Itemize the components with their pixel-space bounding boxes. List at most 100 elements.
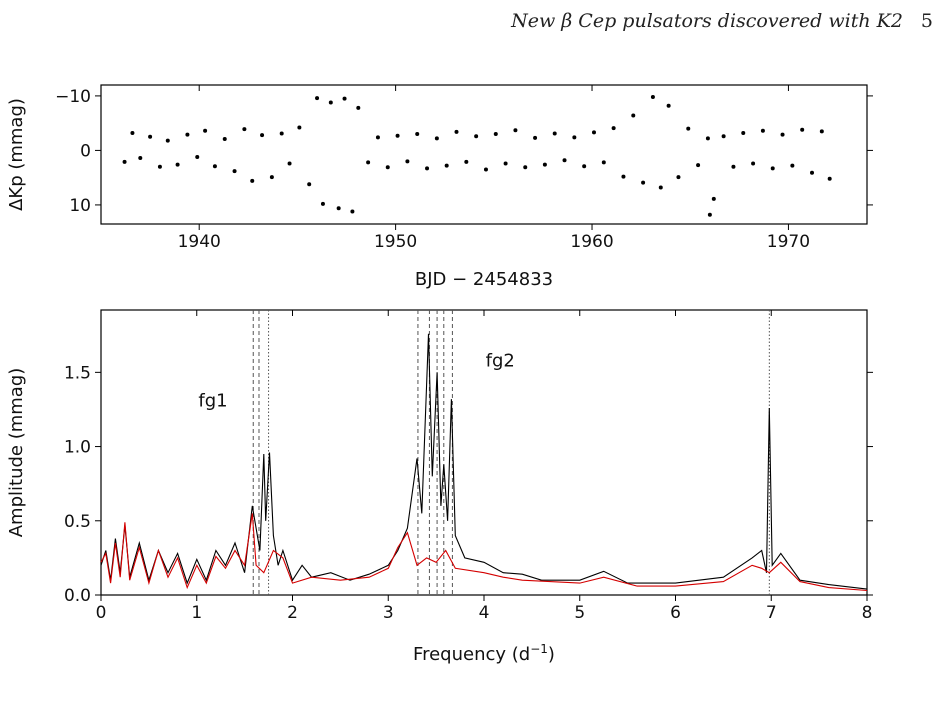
data-point — [800, 127, 805, 132]
data-point — [157, 164, 162, 169]
x-tick-label: 8 — [862, 603, 873, 623]
data-point — [279, 131, 284, 136]
data-point — [434, 136, 439, 141]
data-point — [122, 159, 127, 164]
data-point — [395, 133, 400, 138]
data-point — [810, 170, 815, 175]
data-point — [533, 135, 538, 140]
y-axis-label: ΔKp (mmag) — [6, 98, 27, 211]
data-point — [415, 132, 420, 137]
data-point — [250, 178, 255, 183]
annotation-label: fg1 — [198, 390, 227, 411]
data-point — [658, 185, 663, 190]
data-point — [444, 163, 449, 168]
data-point — [790, 163, 795, 168]
data-point — [591, 130, 596, 135]
data-point — [222, 136, 227, 141]
data-point — [287, 161, 292, 166]
data-point — [666, 103, 671, 108]
data-point — [474, 134, 479, 139]
data-point — [336, 206, 341, 211]
data-point — [366, 160, 371, 165]
data-point — [212, 164, 217, 169]
plot-frame — [100, 84, 868, 225]
data-point — [751, 161, 756, 166]
data-point — [676, 175, 681, 180]
data-point — [425, 166, 430, 171]
data-point — [641, 180, 646, 185]
lightcurve-chart: 1940 1950 1960 1970 −10 0 10 BJD − 2454833 ΔKp (… — [6, 84, 873, 290]
x-tick-label: 6 — [670, 603, 681, 623]
running-head: New β Cep pulsators discovered with K2 5 — [511, 10, 933, 32]
y-tick-label: 10 — [69, 196, 91, 216]
x-tick-label: 3 — [383, 603, 394, 623]
page-number: 5 — [920, 10, 933, 32]
data-point — [138, 156, 143, 161]
data-point — [342, 96, 347, 101]
annotation-label: fg2 — [486, 350, 515, 371]
data-point — [203, 128, 208, 133]
data-point — [760, 128, 765, 133]
amplitude-spectrum-series — [100, 333, 868, 590]
data-point — [350, 209, 355, 214]
x-tick-label: 1940 — [178, 232, 221, 252]
y-tick-label: 1.0 — [64, 438, 91, 458]
data-point — [356, 105, 361, 110]
data-point — [503, 161, 508, 166]
data-point — [297, 125, 302, 130]
y-tick-label: 1.5 — [64, 363, 91, 383]
data-point — [621, 174, 626, 179]
data-point — [721, 134, 726, 139]
data-point — [686, 126, 691, 131]
data-point — [827, 176, 832, 181]
y-tick-label: −10 — [55, 87, 91, 107]
x-tick-label: 1950 — [374, 232, 417, 252]
data-point — [523, 165, 528, 170]
x-tick-label: 2 — [287, 603, 298, 623]
data-point — [631, 113, 636, 118]
data-point — [711, 196, 716, 201]
data-point — [454, 129, 459, 134]
data-point — [741, 130, 746, 135]
y-tick-label: 0 — [80, 141, 91, 161]
data-point — [385, 165, 390, 170]
data-point — [320, 201, 325, 206]
x-axis-label: Frequency (d−1) — [413, 642, 555, 665]
data-point — [405, 159, 410, 164]
y-axis-label: Amplitude (mmag) — [6, 368, 27, 538]
data-point — [493, 132, 498, 137]
data-point — [582, 164, 587, 169]
x-tick-label: 5 — [574, 603, 585, 623]
data-point — [552, 131, 557, 136]
x-tick-label: 7 — [766, 603, 777, 623]
data-point — [328, 100, 333, 105]
data-point — [780, 132, 785, 137]
data-point — [148, 134, 153, 139]
data-point — [572, 135, 577, 140]
data-point — [696, 163, 701, 168]
data-point — [232, 169, 237, 174]
x-tick-label: 4 — [479, 603, 490, 623]
data-point — [601, 160, 606, 165]
periodogram-chart: 0 1 2 3 4 5 6 7 8 0.0 0.5 1.0 1.5 fg1 fg2 Frequency (d−… — [6, 309, 873, 665]
data-point — [731, 164, 736, 169]
data-point — [375, 135, 380, 140]
data-point — [165, 138, 170, 143]
data-point — [707, 212, 712, 217]
running-title: New β Cep pulsators discovered with K2 — [511, 10, 903, 32]
data-point — [705, 136, 710, 141]
x-tick-label: 1970 — [767, 232, 810, 252]
x-tick-label: 0 — [96, 603, 107, 623]
data-point — [513, 128, 518, 133]
data-point — [307, 182, 312, 187]
data-point — [315, 96, 320, 101]
data-point — [483, 167, 488, 172]
data-point — [611, 126, 616, 131]
data-point — [130, 130, 135, 135]
x-tick-label: 1960 — [570, 232, 613, 252]
data-point — [175, 162, 180, 167]
data-point — [650, 94, 655, 99]
data-point — [770, 166, 775, 171]
y-tick-label: 0.5 — [64, 512, 91, 532]
x-tick-label: 1 — [191, 603, 202, 623]
